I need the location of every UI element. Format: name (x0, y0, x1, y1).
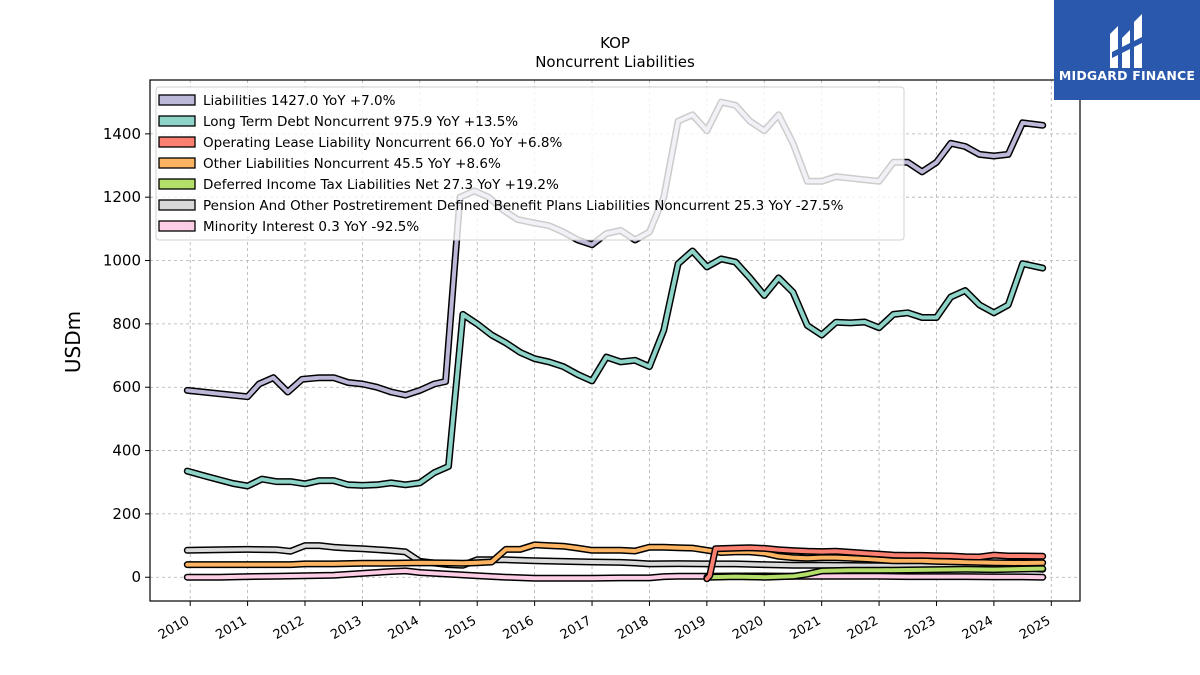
legend-swatch (158, 199, 196, 211)
chart-title: KOP Noncurrent Liabilities (535, 34, 695, 71)
x-tick-label: 2021 (788, 613, 824, 643)
legend-label: Deferred Income Tax Liabilities Net 27.3… (203, 177, 559, 193)
x-tick-label: 2011 (213, 613, 249, 643)
x-tick-label: 2017 (558, 613, 594, 643)
legend-label: Operating Lease Liability Noncurrent 66.… (203, 135, 563, 151)
x-tick-label: 2016 (500, 613, 536, 643)
x-tick-label: 2012 (271, 613, 307, 643)
y-tick-label: 800 (112, 315, 141, 333)
legend-swatch (158, 157, 196, 169)
series-4 (703, 565, 1047, 581)
legend-swatch (158, 178, 196, 190)
y-tick-label: 1400 (103, 125, 141, 143)
chart-title-line2: Noncurrent Liabilities (535, 53, 695, 71)
series-5 (183, 542, 1047, 573)
legend-item: Liabilities 1427.0 YoY +7.0% (158, 93, 396, 109)
brand-logo: MIDGARD FINANCE (1054, 0, 1200, 100)
series-1 (183, 247, 1047, 490)
x-tick-label: 2019 (673, 613, 709, 643)
legend-label: Pension And Other Postretirement Defined… (203, 198, 844, 214)
y-tick-label: 400 (112, 442, 141, 460)
x-tick-label: 2013 (328, 613, 364, 643)
legend-swatch (158, 136, 196, 148)
y-tick-label: 1200 (103, 188, 141, 206)
legend-item: Long Term Debt Noncurrent 975.9 YoY +13.… (158, 114, 518, 130)
legend-label: Long Term Debt Noncurrent 975.9 YoY +13.… (203, 114, 518, 130)
x-tick-label: 2025 (1017, 613, 1053, 643)
legend-item: Operating Lease Liability Noncurrent 66.… (158, 135, 563, 151)
series-line (185, 249, 1045, 488)
legend-box (155, 86, 905, 241)
x-tick-label: 2018 (615, 613, 651, 643)
x-tick-label: 2010 (156, 613, 192, 643)
series-line (185, 542, 1045, 567)
y-tick-label: 0 (131, 568, 141, 586)
legend-item: Other Liabilities Noncurrent 45.5 YoY +8… (158, 156, 501, 172)
brand-name: MIDGARD FINANCE (1058, 68, 1196, 83)
y-tick-label: 1000 (103, 252, 141, 270)
x-tick-label: 2020 (730, 613, 766, 643)
series-line (704, 566, 1045, 580)
legend-swatch (158, 94, 196, 106)
x-tick-label: 2023 (902, 613, 938, 643)
x-tick-label: 2015 (443, 613, 479, 643)
series-3 (183, 541, 1047, 569)
midgard-logo-icon (1110, 14, 1144, 68)
series-2 (703, 544, 1047, 583)
legend-item: Pension And Other Postretirement Defined… (158, 198, 844, 214)
series-line (185, 543, 1045, 572)
legend-swatch (158, 115, 196, 127)
y-axis-label: USDm (61, 311, 85, 373)
legend-label: Minority Interest 0.3 YoY -92.5% (203, 219, 419, 235)
legend-label: Liabilities 1427.0 YoY +7.0% (203, 93, 396, 109)
x-tick-label: 2022 (845, 613, 881, 643)
chart-title-line1: KOP (600, 34, 630, 52)
legend-item: Minority Interest 0.3 YoY -92.5% (158, 219, 419, 235)
legend-label: Other Liabilities Noncurrent 45.5 YoY +8… (203, 156, 501, 172)
series-line (704, 545, 1045, 581)
series-line (185, 568, 1045, 581)
x-tick-label: 2014 (386, 613, 422, 643)
legend-item: Deferred Income Tax Liabilities Net 27.3… (158, 177, 559, 193)
plot-frame (149, 79, 1081, 602)
y-tick-label: 200 (112, 505, 141, 523)
legend-swatch (158, 220, 196, 232)
x-tick-label: 2024 (960, 613, 996, 643)
series-layer (183, 98, 1047, 583)
y-tick-label: 600 (112, 378, 141, 396)
series-6 (183, 567, 1047, 582)
legend: Liabilities 1427.0 YoY +7.0% Long Term De… (155, 86, 905, 241)
